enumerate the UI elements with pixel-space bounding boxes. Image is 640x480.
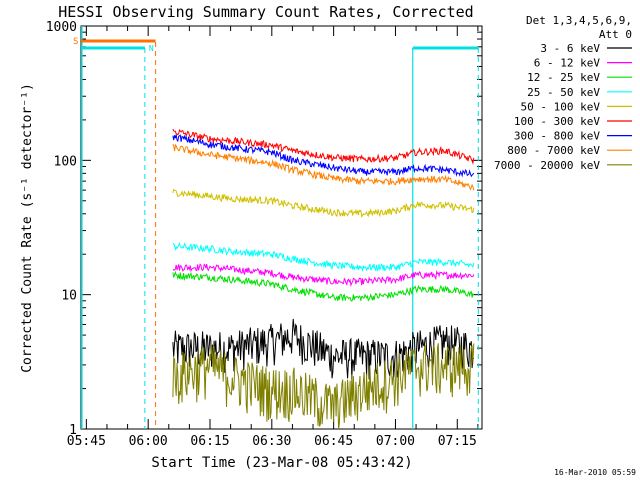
legend-label: 100 - 300 keV	[514, 115, 600, 128]
series-line-25-50-keV	[172, 241, 475, 273]
legend-label: 25 - 50 keV	[527, 86, 600, 99]
legend: Det 1,3,4,5,6,9, Att 0 3 - 6 keV 6 - 12 k…	[494, 14, 632, 172]
x-tick-label: 06:00	[129, 434, 168, 449]
legend-label: 7000 - 20000 keV	[494, 159, 600, 172]
x-axis: 05:45 06:00 06:15 06:30 06:45 07:00 07:15	[67, 26, 479, 449]
series-line-7000-20000-keV	[172, 343, 475, 430]
legend-label: 3 - 6 keV	[540, 42, 600, 55]
x-tick-label: 05:45	[67, 434, 106, 449]
y-axis: 1 10 100 1000	[46, 20, 482, 438]
legend-label: 300 - 800 keV	[514, 130, 600, 143]
x-tick-label: 06:30	[252, 434, 291, 449]
state-flags: SN	[73, 26, 479, 429]
series-line-12-25-keV	[172, 270, 475, 302]
series-line-100-300-keV	[172, 128, 475, 165]
y-tick-label: 100	[54, 154, 77, 169]
series-line-50-100-keV	[172, 188, 475, 218]
y-tick-label: 1000	[46, 20, 77, 35]
legend-label: 800 - 7000 keV	[507, 144, 600, 157]
legend-label: 12 - 25 keV	[527, 71, 600, 84]
plot-frame	[80, 25, 483, 430]
x-tick-label: 06:45	[314, 434, 353, 449]
legend-header-line-1: Det 1,3,4,5,6,9,	[526, 14, 632, 27]
legend-label: 50 - 100 keV	[521, 100, 601, 113]
plot-area: 1 10 100 1000 05:45 06:00 06:15 06:30 06:45 07:0…	[46, 20, 483, 449]
x-axis-label: Start Time (23-Mar-08 05:43:42)	[151, 455, 412, 471]
saa-flag-label: S	[73, 37, 78, 47]
y-axis-label: Corrected Count Rate (s⁻¹ detector⁻¹)	[20, 83, 35, 373]
series-group	[172, 128, 475, 430]
legend-label: 6 - 12 keV	[534, 57, 601, 70]
night-flag-label: N	[149, 44, 154, 53]
legend-header-line-2: Att 0	[599, 28, 632, 41]
series-line-300-800-keV	[172, 134, 475, 178]
x-tick-label: 07:00	[376, 434, 415, 449]
chart-title: HESSI Observing Summary Count Rates, Cor…	[58, 3, 473, 21]
series-line-6-12-keV	[172, 263, 475, 288]
y-tick-label: 1	[69, 423, 77, 438]
footer-timestamp: 16-Mar-2010 05:59	[554, 468, 636, 477]
y-tick-label: 10	[61, 289, 77, 304]
x-tick-label: 07:15	[438, 434, 477, 449]
series-line-800-7000-keV	[172, 143, 475, 191]
x-tick-label: 06:15	[190, 434, 229, 449]
